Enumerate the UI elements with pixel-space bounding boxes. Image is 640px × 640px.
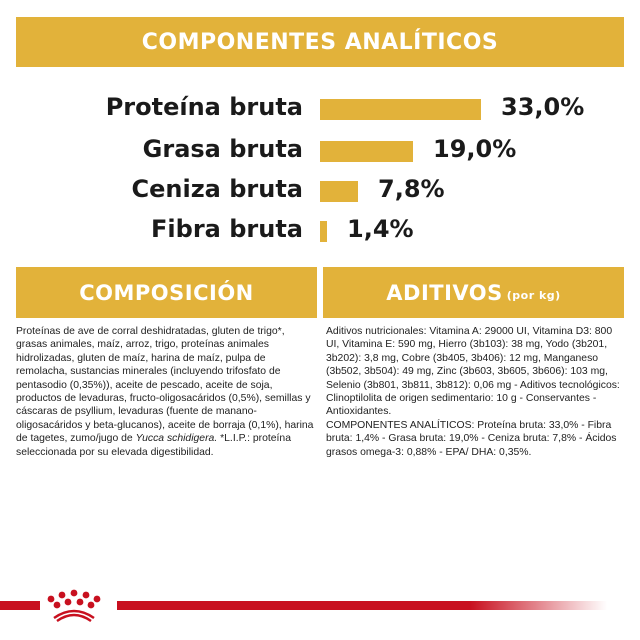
nutrient-bar [320, 181, 358, 202]
nutrient-row: Grasa bruta 19,0% [0, 130, 640, 168]
additives-unit: (por kg) [506, 289, 561, 302]
additives-text-analytical: COMPONENTES ANALÍTICOS: Proteína bruta: … [326, 419, 617, 458]
composition-banner: COMPOSICIÓN [16, 267, 317, 318]
nutrient-label: Fibra bruta [151, 215, 303, 243]
nutrient-row: Fibra bruta 1,4% [0, 210, 640, 248]
royal-canin-crown-icon [47, 589, 101, 622]
additives-banner: ADITIVOS (por kg) [323, 267, 624, 318]
footer-red-line-right [117, 601, 607, 610]
additives-title: ADITIVOS [386, 280, 503, 305]
nutrient-row: Proteína bruta 33,0% [0, 88, 640, 126]
nutrient-value: 19,0% [433, 135, 517, 163]
composition-text-main: Proteínas de ave de corral deshidratadas… [16, 326, 314, 445]
nutrient-label: Proteína bruta [105, 93, 303, 121]
composition-text: Proteínas de ave de corral deshidratadas… [16, 325, 316, 459]
nutrient-label: Ceniza bruta [131, 175, 304, 203]
nutrient-row: Ceniza bruta 7,8% [0, 170, 640, 208]
nutrient-bar [320, 221, 327, 242]
composition-text-footnote: *L.I.P.: proteína seleccionada por su el… [16, 433, 291, 458]
nutrient-value: 33,0% [501, 93, 585, 121]
analytical-components-banner: COMPONENTES ANALÍTICOS [16, 17, 624, 67]
nutrient-value: 7,8% [378, 175, 445, 203]
additives-text-main: Aditivos nutricionales: Vitamina A: 2900… [326, 326, 620, 418]
composition-title: COMPOSICIÓN [79, 280, 254, 305]
nutrient-bar [320, 141, 413, 162]
additives-text: Aditivos nutricionales: Vitamina A: 2900… [326, 325, 626, 459]
nutrient-label: Grasa bruta [142, 135, 303, 163]
nutrient-value: 1,4% [347, 215, 414, 243]
composition-text-italic: Yucca schidigera. [135, 433, 218, 445]
footer-red-line-left [0, 601, 40, 610]
nutrient-bar [320, 99, 481, 120]
analytical-components-title: COMPONENTES ANALÍTICOS [141, 29, 499, 55]
